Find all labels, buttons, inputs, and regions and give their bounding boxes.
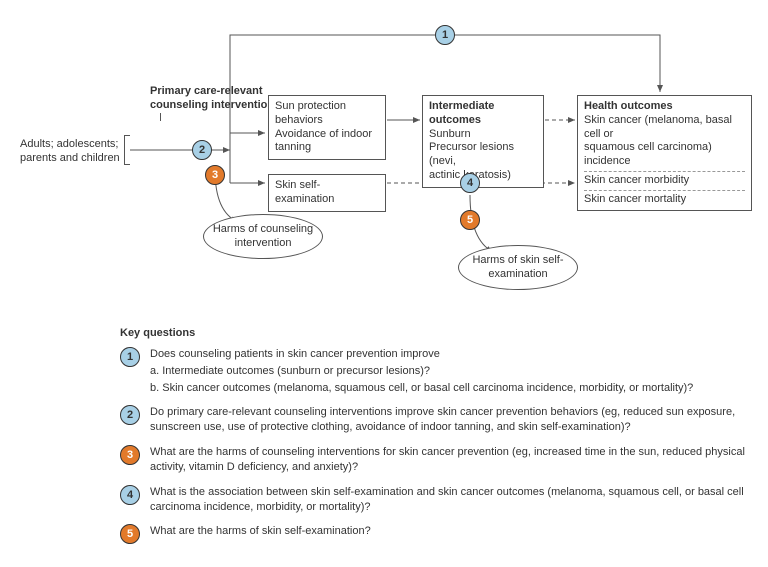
health-hdr: Health outcomes (584, 100, 745, 114)
kq-badge-5: 5 (460, 210, 480, 230)
kq-row-4: 4 What is the association between skin s… (120, 485, 748, 515)
kq2-badge: 2 (120, 405, 140, 425)
intervention-line1: Primary care-relevant (150, 85, 280, 99)
kq-row-1: 1 Does counseling patients in skin cance… (120, 347, 748, 396)
harms-counsel-line1: Harms of counseling (213, 223, 313, 236)
intervention-line2: counseling intervention (150, 99, 280, 113)
harms-counseling-ellipse: Harms of counseling intervention (203, 214, 323, 259)
kq-badge-4: 4 (460, 173, 480, 193)
harms-sse-line1: Harms of skin self- (472, 254, 563, 267)
intermediate-line3: actinic keratosis) (429, 169, 537, 183)
kq1-b: b. Skin cancer outcomes (melanoma, squam… (150, 381, 748, 396)
harms-sse-ellipse: Harms of skin self- examination (458, 245, 578, 290)
behaviors-line2: behaviors (275, 114, 379, 128)
kq1-a: a. Intermediate outcomes (sunburn or pre… (150, 364, 748, 379)
kq1-badge: 1 (120, 347, 140, 367)
population-line1: Adults; adolescents; (20, 138, 130, 152)
behaviors-line3: Avoidance of indoor (275, 128, 379, 142)
behaviors-line1: Sun protection (275, 100, 379, 114)
harms-sse-line2: examination (472, 268, 563, 281)
key-questions-title: Key questions (120, 326, 748, 341)
health-line3: Skin cancer morbidity (584, 174, 745, 188)
intermediate-line2: Precursor lesions (nevi, (429, 141, 537, 169)
health-line2: squamous cell carcinoma) incidence (584, 141, 745, 169)
kq2-text: Do primary care-relevant counseling inte… (150, 405, 748, 435)
intermediate-line1: Sunburn (429, 128, 537, 142)
kq-badge-2: 2 (192, 140, 212, 160)
health-divider-2 (584, 190, 745, 191)
population-label: Adults; adolescents; parents and childre… (20, 138, 130, 166)
kq-row-3: 3 What are the harms of counseling inter… (120, 445, 748, 475)
kq3-badge: 3 (120, 445, 140, 465)
kq4-badge: 4 (120, 485, 140, 505)
intermediate-hdr: Intermediate outcomes (429, 100, 537, 128)
intervention-tick (160, 113, 161, 121)
kq5-badge: 5 (120, 524, 140, 544)
health-divider-1 (584, 171, 745, 172)
health-line4: Skin cancer mortality (584, 193, 745, 207)
kq1-text: Does counseling patients in skin cancer … (150, 347, 748, 396)
behaviors-box: Sun protection behaviors Avoidance of in… (268, 95, 386, 160)
kq3-text: What are the harms of counseling interve… (150, 445, 748, 475)
sse-text: Skin self-examination (275, 179, 334, 205)
intermediate-outcomes-box: Intermediate outcomes Sunburn Precursor … (422, 95, 544, 188)
kq5-text: What are the harms of skin self-examinat… (150, 524, 748, 539)
sse-box: Skin self-examination (268, 174, 386, 212)
analytic-framework-diagram: Adults; adolescents; parents and childre… (0, 0, 768, 320)
kq-badge-3: 3 (205, 165, 225, 185)
kq4-text: What is the association between skin sel… (150, 485, 748, 515)
intervention-label: Primary care-relevant counseling interve… (150, 85, 280, 113)
health-outcomes-box: Health outcomes Skin cancer (melanoma, b… (577, 95, 752, 211)
kq-badge-1: 1 (435, 25, 455, 45)
health-line1: Skin cancer (melanoma, basal cell or (584, 114, 745, 142)
kq-row-5: 5 What are the harms of skin self-examin… (120, 524, 748, 544)
harms-counsel-line2: intervention (213, 237, 313, 250)
kq-row-2: 2 Do primary care-relevant counseling in… (120, 405, 748, 435)
key-questions-section: Key questions 1 Does counseling patients… (0, 320, 768, 564)
behaviors-line4: tanning (275, 141, 379, 155)
kq1-main: Does counseling patients in skin cancer … (150, 347, 748, 362)
population-line2: parents and children (20, 152, 130, 166)
